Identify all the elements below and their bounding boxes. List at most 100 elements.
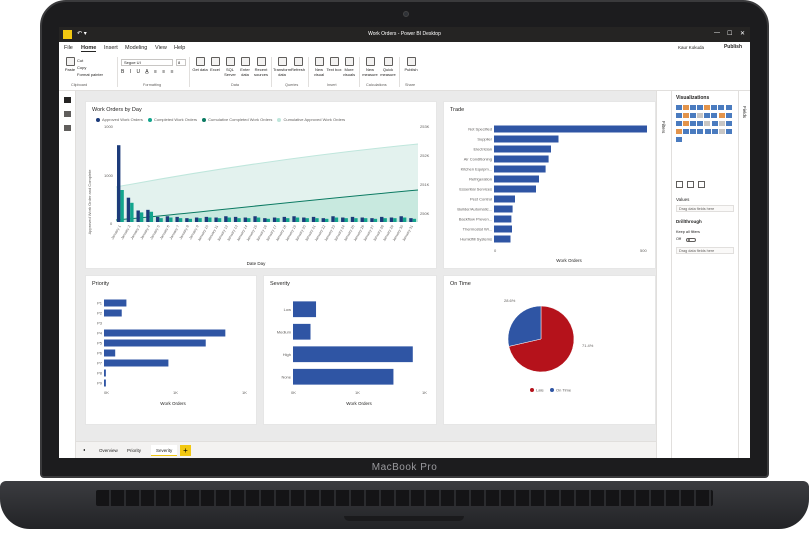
- completed-bar[interactable]: [198, 218, 202, 222]
- bar[interactable]: [104, 379, 106, 387]
- bar[interactable]: [293, 368, 394, 385]
- approved-bar[interactable]: [272, 217, 277, 222]
- bar[interactable]: [104, 299, 127, 307]
- completed-bar[interactable]: [295, 217, 300, 222]
- completed-bar[interactable]: [130, 202, 134, 222]
- completed-bar[interactable]: [363, 218, 368, 222]
- approved-bar[interactable]: [341, 217, 345, 222]
- format-paint-icon[interactable]: [687, 181, 694, 188]
- fields-well-icon[interactable]: [676, 181, 683, 188]
- bar[interactable]: [494, 145, 551, 153]
- work-orders-by-day-visual[interactable]: Work Orders by Day Approved Work Orders …: [85, 101, 437, 269]
- approved-bar[interactable]: [292, 216, 296, 222]
- tab-severity[interactable]: Severity: [151, 445, 178, 456]
- transform-data-button[interactable]: Transform data: [273, 57, 291, 77]
- bar[interactable]: [494, 125, 647, 133]
- new-visual-button[interactable]: New visual: [310, 57, 328, 77]
- on-time-visual[interactable]: On Time 71.4% 28.6% Late On Time: [443, 275, 656, 425]
- bar[interactable]: [494, 225, 512, 233]
- completed-bar[interactable]: [402, 217, 407, 222]
- analytics-icon[interactable]: [698, 181, 705, 188]
- menu-insert[interactable]: Insert: [104, 45, 118, 51]
- recent-sources-button[interactable]: Recent sources: [252, 57, 270, 77]
- approved-bar[interactable]: [321, 218, 325, 222]
- quick-measure-button[interactable]: Quick measure: [379, 57, 397, 77]
- bar[interactable]: [494, 175, 539, 183]
- maximize-icon[interactable]: ☐: [727, 31, 733, 37]
- bar[interactable]: [104, 349, 116, 357]
- bar[interactable]: [494, 195, 515, 203]
- approved-bar[interactable]: [175, 216, 179, 222]
- completed-bar[interactable]: [324, 218, 329, 222]
- severity-visual[interactable]: Severity Low Medium High None 0K 1K 1K Work…: [263, 275, 437, 425]
- completed-bar[interactable]: [237, 218, 241, 222]
- add-page-button[interactable]: +: [180, 445, 191, 456]
- get-data-button[interactable]: Get data: [191, 57, 209, 72]
- tab-priority[interactable]: Priority: [127, 448, 142, 453]
- completed-bar[interactable]: [227, 217, 231, 222]
- font-size-select[interactable]: 8: [176, 59, 186, 66]
- menu-view[interactable]: View: [155, 45, 167, 51]
- bar[interactable]: [494, 235, 511, 243]
- values-drop-zone[interactable]: Drag data fields here: [676, 205, 734, 212]
- completed-bar[interactable]: [354, 218, 358, 222]
- completed-bar[interactable]: [276, 218, 280, 222]
- bar[interactable]: [104, 359, 169, 367]
- approved-bar[interactable]: [311, 216, 316, 222]
- bar[interactable]: [104, 309, 122, 317]
- new-measure-button[interactable]: New measure: [361, 57, 379, 77]
- bar[interactable]: [293, 346, 413, 363]
- bar[interactable]: [494, 205, 513, 213]
- menu-file[interactable]: File: [64, 45, 73, 51]
- approved-bar[interactable]: [233, 216, 238, 222]
- format-buttons[interactable]: B I U A̲ ≡ ≡ ≡: [121, 69, 176, 75]
- drillthrough-drop-zone[interactable]: Drag data fields here: [676, 247, 734, 254]
- completed-bar[interactable]: [373, 218, 378, 222]
- completed-bar[interactable]: [178, 218, 183, 222]
- completed-bar[interactable]: [159, 218, 163, 222]
- ribbon-publish-button[interactable]: Publish: [402, 57, 420, 72]
- completed-bar[interactable]: [208, 217, 212, 222]
- cut-button[interactable]: Cut: [77, 58, 84, 63]
- approved-bar[interactable]: [399, 216, 403, 222]
- approved-bar[interactable]: [409, 218, 413, 222]
- enter-data-button[interactable]: Enter data: [236, 57, 254, 77]
- model-view-icon[interactable]: [64, 125, 71, 131]
- visual-type-gallery[interactable]: [676, 105, 734, 145]
- approved-bar[interactable]: [263, 218, 267, 222]
- approved-bar[interactable]: [126, 197, 131, 222]
- approved-bar[interactable]: [380, 216, 384, 222]
- approved-bar[interactable]: [370, 218, 374, 222]
- approved-bar[interactable]: [146, 209, 150, 222]
- completed-bar[interactable]: [286, 218, 290, 222]
- approved-bar[interactable]: [117, 145, 121, 222]
- completed-bar[interactable]: [120, 190, 124, 222]
- refresh-button[interactable]: Refresh: [289, 57, 307, 72]
- approved-bar[interactable]: [389, 217, 394, 222]
- priority-visual[interactable]: Priority P1 P2 P3 P4 P5 P6 P7 P8 P9 0K 1K 1K Wor…: [85, 275, 257, 425]
- completed-bar[interactable]: [305, 218, 309, 222]
- completed-bar[interactable]: [188, 218, 193, 222]
- font-select[interactable]: Segoe UI: [121, 59, 173, 66]
- minimize-icon[interactable]: —: [714, 30, 720, 36]
- bar[interactable]: [293, 323, 311, 340]
- report-view-icon[interactable]: [64, 97, 71, 103]
- bar[interactable]: [494, 185, 536, 193]
- paste-button[interactable]: Paste: [61, 57, 79, 72]
- menu-help[interactable]: Help: [174, 45, 186, 51]
- bar[interactable]: [494, 135, 559, 143]
- approved-bar[interactable]: [194, 217, 199, 222]
- completed-bar[interactable]: [393, 218, 397, 222]
- tab-overview[interactable]: Overview: [99, 448, 118, 453]
- keep-filters-toggle[interactable]: [686, 238, 696, 242]
- approved-bar[interactable]: [350, 216, 355, 222]
- completed-bar[interactable]: [149, 211, 154, 222]
- close-icon[interactable]: ✕: [740, 31, 746, 37]
- tab-nav-arrow-icon[interactable]: ◂: [83, 447, 86, 452]
- completed-bar[interactable]: [169, 217, 173, 222]
- bar[interactable]: [494, 155, 549, 163]
- excel-button[interactable]: Excel: [206, 57, 224, 72]
- approved-bar[interactable]: [302, 217, 306, 222]
- pie-slice[interactable]: [507, 305, 542, 347]
- approved-bar[interactable]: [331, 216, 335, 222]
